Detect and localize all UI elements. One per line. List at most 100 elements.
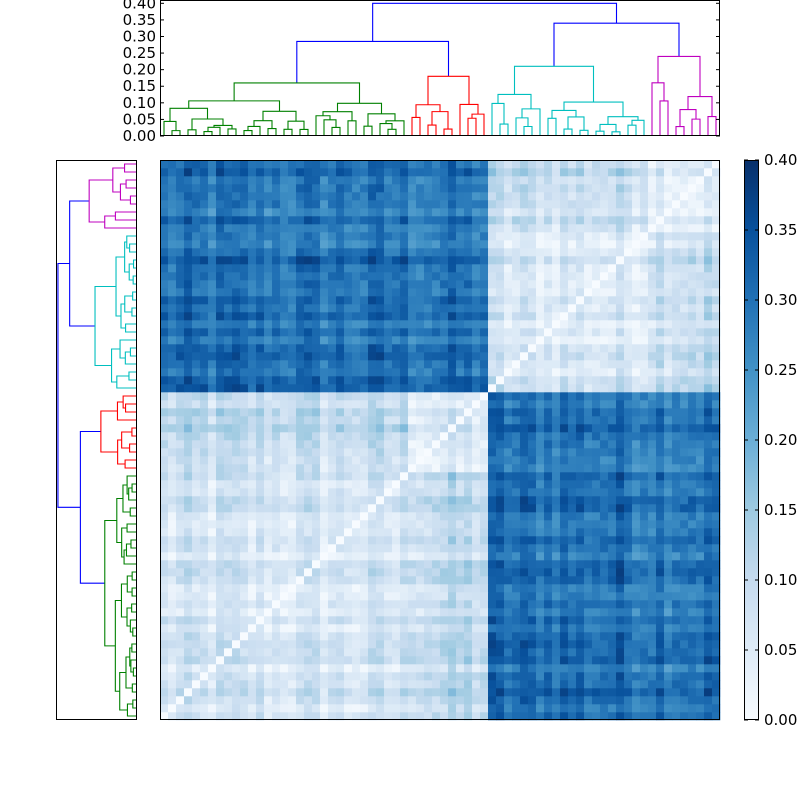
- heatmap-cell: [616, 576, 625, 585]
- heatmap-cell: [432, 568, 441, 577]
- heatmap-cell: [504, 608, 513, 617]
- heatmap-cell: [512, 544, 521, 553]
- heatmap-cell: [344, 576, 353, 585]
- heatmap-cell: [448, 600, 457, 609]
- heatmap-cell: [696, 232, 705, 241]
- heatmap-cell: [352, 448, 361, 457]
- heatmap-cell: [640, 512, 649, 521]
- heatmap-cell: [496, 344, 505, 353]
- heatmap-cell: [448, 512, 457, 521]
- heatmap-cell: [456, 648, 465, 657]
- heatmap-cell: [264, 536, 273, 545]
- heatmap-cell: [160, 328, 169, 337]
- heatmap-cell: [520, 624, 529, 633]
- heatmap-cell: [704, 248, 713, 257]
- heatmap-cell: [528, 272, 537, 281]
- heatmap-cell: [560, 480, 569, 489]
- heatmap-cell: [640, 344, 649, 353]
- heatmap-cell: [664, 696, 673, 705]
- heatmap-cell: [216, 416, 225, 425]
- heatmap-cell: [272, 280, 281, 289]
- heatmap-cell: [528, 448, 537, 457]
- heatmap-cell: [712, 384, 721, 393]
- heatmap-cell: [696, 360, 705, 369]
- heatmap-cell: [384, 424, 393, 433]
- heatmap-cell: [704, 664, 713, 673]
- heatmap-cell: [592, 600, 601, 609]
- heatmap-cell: [256, 480, 265, 489]
- heatmap-cell: [336, 288, 345, 297]
- heatmap-cell: [512, 680, 521, 689]
- dendrogram-link: [331, 126, 341, 136]
- heatmap-cell: [368, 200, 377, 209]
- heatmap-cell: [680, 232, 689, 241]
- heatmap-cell: [672, 520, 681, 529]
- heatmap-cell: [272, 648, 281, 657]
- heatmap-cell: [232, 312, 241, 321]
- heatmap-cell: [576, 648, 585, 657]
- heatmap-cell: [408, 368, 417, 377]
- heatmap-cell: [280, 200, 289, 209]
- heatmap-cell: [680, 576, 689, 585]
- dendrogram-link: [125, 179, 136, 189]
- dendrogram-link: [131, 307, 136, 317]
- heatmap-cell: [584, 632, 593, 641]
- heatmap-cell: [168, 536, 177, 545]
- heatmap-cell: [712, 472, 721, 481]
- heatmap-cell: [480, 344, 489, 353]
- heatmap-cell: [376, 168, 385, 177]
- heatmap-cell: [400, 408, 409, 417]
- heatmap-cell: [712, 600, 721, 609]
- heatmap-cell: [320, 560, 329, 569]
- heatmap-cell: [232, 328, 241, 337]
- heatmap-cell: [488, 568, 497, 577]
- heatmap-cell: [520, 680, 529, 689]
- heatmap-cell: [432, 320, 441, 329]
- heatmap-cell: [208, 624, 217, 633]
- heatmap-cell: [440, 640, 449, 649]
- heatmap-cell: [688, 352, 697, 361]
- heatmap-cell: [592, 696, 601, 705]
- heatmap-cell: [432, 456, 441, 465]
- heatmap-cell: [584, 584, 593, 593]
- heatmap-cell: [296, 208, 305, 217]
- heatmap-cell: [344, 384, 353, 393]
- heatmap-cell: [616, 528, 625, 537]
- heatmap-cell: [176, 200, 185, 209]
- heatmap-cell: [496, 536, 505, 545]
- dendrogram-link: [187, 129, 197, 136]
- heatmap-cell: [672, 408, 681, 417]
- heatmap: [160, 160, 721, 721]
- heatmap-cell: [512, 184, 521, 193]
- heatmap-cell: [352, 552, 361, 561]
- heatmap-cell: [216, 680, 225, 689]
- heatmap-cell: [312, 232, 321, 241]
- heatmap-cell: [544, 208, 553, 217]
- heatmap-cell: [392, 392, 401, 401]
- heatmap-cell: [632, 504, 641, 513]
- heatmap-cell: [560, 296, 569, 305]
- heatmap-cell: [640, 296, 649, 305]
- heatmap-cell: [664, 392, 673, 401]
- dendrogram-link: [126, 523, 136, 533]
- heatmap-cell: [184, 576, 193, 585]
- dendrogram-link: [567, 116, 585, 131]
- heatmap-cell: [528, 592, 537, 601]
- heatmap-cell: [432, 352, 441, 361]
- heatmap-cell: [480, 416, 489, 425]
- heatmap-cell: [256, 296, 265, 305]
- heatmap-cell: [512, 528, 521, 537]
- heatmap-cell: [224, 416, 233, 425]
- heatmap-cell: [184, 368, 193, 377]
- dendrogram-link: [595, 130, 605, 136]
- heatmap-cell: [496, 656, 505, 665]
- heatmap-cell: [256, 664, 265, 673]
- heatmap-cell: [696, 424, 705, 433]
- heatmap-cell: [312, 624, 321, 633]
- heatmap-cell: [176, 288, 185, 297]
- heatmap-cell: [304, 480, 313, 489]
- heatmap-cell: [400, 528, 409, 537]
- dendrogram-link: [651, 82, 665, 136]
- heatmap-cell: [448, 480, 457, 489]
- heatmap-cell: [248, 296, 257, 305]
